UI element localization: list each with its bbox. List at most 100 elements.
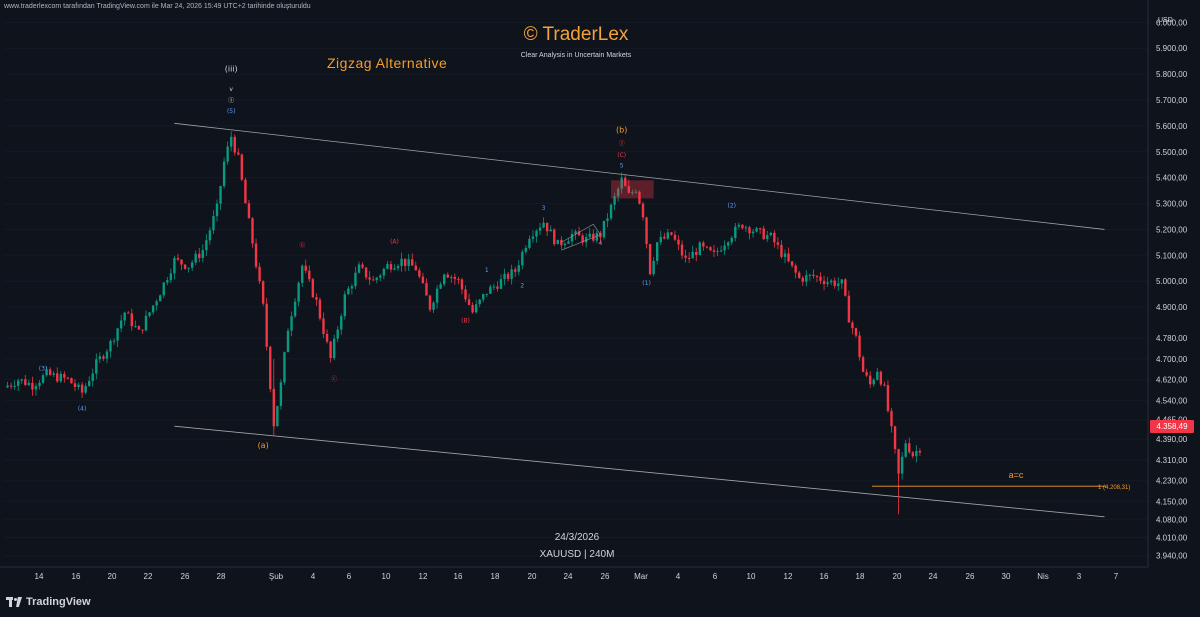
triangle-pattern [561, 223, 601, 251]
wave-label: (b) [616, 125, 627, 134]
candle-body [900, 456, 904, 474]
channel-upper-line [174, 122, 1105, 230]
candle-body [549, 229, 552, 232]
candle-body [389, 264, 393, 270]
candle-body [780, 244, 783, 257]
candle-body [336, 329, 339, 339]
candle-body [38, 382, 41, 387]
candle-body [581, 235, 584, 243]
candle-body [159, 295, 162, 302]
candle-body [137, 326, 141, 330]
candle-body [155, 301, 158, 306]
candle-body [109, 340, 112, 352]
price-tick-label: 5.600,00 [1156, 122, 1188, 131]
time-tick-label: 22 [144, 572, 153, 581]
candle-body [769, 232, 772, 236]
candle-body [17, 380, 20, 386]
candle-body [119, 320, 123, 329]
time-tick-label: 4 [676, 572, 681, 581]
candle-body [222, 161, 226, 187]
date-stamp: 24/3/2026 [554, 532, 600, 543]
price-axis[interactable]: 6.000,00 5.900,00 5.800,00 5.700,00 5.600,00… [1147, 0, 1200, 587]
wave-label: 2 [520, 283, 524, 290]
candle-body [631, 192, 634, 194]
time-axis[interactable]: 14 16 20 22 26 28 Şub 4 6 10 12 16 18 20 24 26 Mar 4 6 10 12… [0, 566, 1148, 581]
supply-zone [611, 180, 654, 199]
time-tick-label: 30 [1002, 572, 1011, 581]
time-tick-label: 26 [966, 572, 975, 581]
time-tick-label: 3 [1077, 572, 1082, 581]
tradingview-logo-icon [6, 597, 22, 607]
brand-tagline: Clear Analysis in Uncertain Markets [520, 52, 632, 59]
candle-body [496, 286, 499, 289]
candle-body [879, 371, 883, 385]
candle-body [134, 326, 137, 328]
tradingview-logo[interactable]: TradingView [6, 596, 91, 608]
candle-body [744, 227, 748, 229]
candle-body [517, 265, 520, 272]
candle-body [727, 242, 730, 246]
price-tick-label: 5.700,00 [1156, 96, 1188, 105]
channel-lower-line [174, 425, 1105, 518]
candle-body [659, 236, 662, 243]
target-label: 1 (4.208,31) [1098, 485, 1130, 491]
candle-body [9, 385, 13, 387]
candle-body [20, 379, 23, 381]
candle-body [205, 240, 208, 251]
candle-body [418, 270, 421, 277]
price-axis-bg [1148, 0, 1200, 587]
candle-body [13, 385, 16, 387]
candle-body [283, 352, 286, 383]
wave-label: (5) [227, 108, 236, 115]
target-level: 1 (4.208,31) a=c [872, 470, 1130, 491]
candle-body [592, 233, 595, 241]
wave-label: (1) [642, 280, 651, 287]
candle-body [652, 260, 655, 275]
candle-body [208, 230, 212, 241]
candle-body [787, 253, 790, 262]
candle-body [421, 276, 425, 284]
candle-body [751, 231, 755, 234]
candle-body [325, 333, 329, 342]
time-tick-label: 10 [747, 572, 756, 581]
candle-body [680, 244, 684, 256]
candle-body [141, 329, 144, 331]
footer-bar [0, 587, 1200, 617]
time-tick-label: 18 [856, 572, 865, 581]
candle-body [755, 228, 758, 232]
candle-body [510, 269, 513, 279]
candle-body [474, 304, 478, 313]
candle-body [425, 283, 428, 296]
candle-body [112, 340, 116, 342]
candle-body [347, 288, 350, 295]
candle-body [904, 443, 907, 457]
candle-body [70, 378, 73, 384]
price-tick-label: 4.010,00 [1156, 534, 1188, 543]
candle-body [915, 450, 918, 457]
candle-body [567, 241, 570, 244]
candles [6, 131, 922, 515]
candle-body [116, 328, 119, 341]
candle-body [861, 357, 865, 372]
wave-label: ⓑ [299, 242, 305, 250]
candle-body [269, 346, 272, 390]
price-tick-label: 4.540,00 [1156, 396, 1188, 405]
candle-body [641, 203, 645, 218]
candle-body [471, 304, 474, 313]
wave-label: (C) [617, 152, 626, 159]
candle-body [514, 269, 517, 272]
price-tick-label: 4.310,00 [1156, 456, 1188, 465]
wave-label: (a) [258, 441, 269, 450]
candle-body [656, 242, 659, 261]
time-tick-label: 6 [713, 572, 718, 581]
time-tick-label: 4 [311, 572, 316, 581]
candle-body [499, 279, 503, 289]
time-tick-label: 16 [820, 572, 829, 581]
candle-body [524, 247, 528, 252]
candle-body [251, 218, 254, 244]
wave-label: (B) [461, 318, 470, 325]
candle-body [911, 452, 914, 457]
candle-body [847, 295, 851, 323]
candle-body [865, 371, 868, 376]
